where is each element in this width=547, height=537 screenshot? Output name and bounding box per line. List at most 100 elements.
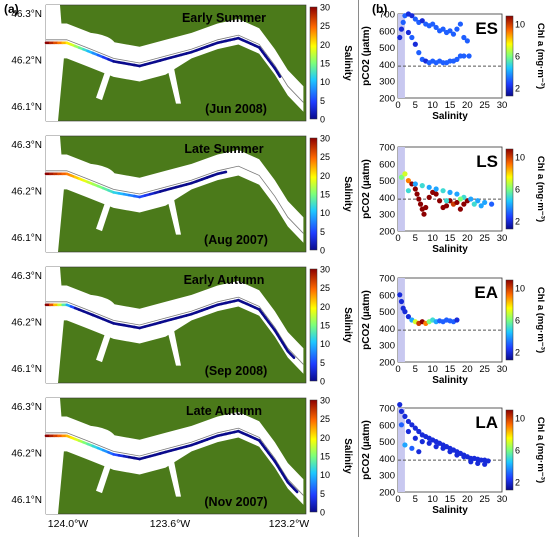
- chl-colorbar-tick: 10: [515, 20, 525, 30]
- salinity-colorbar: [309, 399, 318, 513]
- y-axis-label: pCO2 (µatm): [361, 26, 372, 86]
- map-panel: Early Autumn (Sep 2008) 46.3°N 46.2°N 46.1°N…: [11, 265, 353, 387]
- data-point: [489, 201, 495, 207]
- data-point: [454, 452, 460, 458]
- data-point: [475, 460, 481, 467]
- ship-channel: [46, 165, 304, 234]
- salinity-colorbar-tick: 25: [320, 283, 330, 293]
- data-point: [454, 56, 460, 62]
- chl-colorbar-label: Chl a (mg·m⁻³): [535, 417, 546, 483]
- data-point: [412, 435, 418, 441]
- data-point: [430, 21, 436, 27]
- estuary-bay: [56, 294, 116, 323]
- x-axis-label: Salinity: [432, 505, 468, 516]
- salinity-colorbar-tick: 0: [320, 115, 325, 125]
- data-point: [482, 199, 488, 206]
- data-point: [454, 317, 460, 323]
- map-latitude-tick: 46.1°N: [11, 233, 42, 244]
- x-tick-label: 10: [427, 364, 438, 375]
- map-season-title: Late Autumn: [186, 404, 262, 418]
- x-tick-label: 0: [395, 494, 400, 505]
- y-tick-label: 500: [379, 437, 395, 448]
- y-tick-label: 300: [379, 471, 395, 482]
- salinity-colorbar-tick: 15: [320, 190, 330, 200]
- data-point: [405, 428, 411, 435]
- data-point: [464, 38, 470, 44]
- salinity-colorbar-tick: 15: [320, 452, 330, 462]
- map-season-title: Early Autumn: [184, 273, 265, 287]
- data-point: [419, 183, 425, 189]
- map-latitude-tick: 46.2°N: [11, 56, 42, 67]
- maps-layer: Early Summer (Jun 2008) 46.3°N 46.2°N 46.1°N…: [11, 3, 353, 531]
- x-axis-label: Salinity: [432, 375, 468, 386]
- x-tick-label: 10: [427, 100, 438, 111]
- chl-colorbar-tick: 10: [515, 153, 525, 163]
- data-point: [461, 53, 467, 59]
- salinity-colorbar-tick: 5: [320, 96, 325, 106]
- salinity-colorbar-tick: 10: [320, 339, 330, 349]
- chl-colorbar-tick: 6: [515, 52, 520, 62]
- salinity-colorbar-tick: 5: [320, 227, 325, 237]
- y-tick-label: 500: [379, 176, 395, 187]
- x-tick-label: 30: [497, 364, 508, 375]
- chl-colorbar-tick: 10: [515, 414, 525, 424]
- salinity-colorbar-tick: 25: [320, 152, 330, 162]
- x-tick-label: 20: [462, 494, 473, 505]
- data-point: [457, 196, 463, 202]
- data-point: [419, 18, 425, 24]
- y-axis-label: pCO2 (µatm): [361, 159, 372, 219]
- tributary: [96, 461, 112, 494]
- data-point: [423, 204, 429, 211]
- data-point: [433, 24, 439, 31]
- x-tick-label: 0: [395, 364, 400, 375]
- chl-colorbar-label: Chl a (mg·m⁻³): [535, 156, 546, 222]
- data-point: [457, 206, 463, 212]
- salinity-colorbar-tick: 25: [320, 21, 330, 31]
- data-point: [412, 425, 418, 431]
- data-point: [409, 445, 415, 451]
- salinity-colorbar: [309, 6, 318, 120]
- salinity-colorbar-tick: 10: [320, 77, 330, 87]
- x-tick-label: 10: [427, 494, 438, 505]
- map-date-label: (Sep 2008): [205, 364, 268, 378]
- chl-colorbar-tick: 2: [515, 348, 520, 358]
- y-tick-label: 700: [379, 404, 395, 415]
- salinity-colorbar-tick: 25: [320, 414, 330, 424]
- y-tick-label: 700: [379, 274, 395, 285]
- data-point: [402, 442, 408, 448]
- data-point: [426, 194, 432, 200]
- tributary: [166, 456, 181, 497]
- salinity-colorbar-label: Salinity: [342, 45, 353, 81]
- tributary: [96, 199, 112, 232]
- salinity-colorbar-tick: 15: [320, 59, 330, 69]
- y-tick-label: 600: [379, 420, 395, 431]
- data-point: [398, 422, 405, 428]
- y-tick-label: 400: [379, 60, 395, 71]
- salinity-colorbar-tick: 30: [320, 134, 330, 144]
- chl-colorbar-tick: 6: [515, 446, 520, 456]
- map-latitude-tick: 46.3°N: [11, 9, 42, 20]
- x-tick-label: 15: [445, 233, 456, 244]
- chl-colorbar-label: Chl a (mg·m⁻³): [535, 287, 546, 353]
- data-point: [433, 444, 439, 450]
- data-point: [440, 26, 446, 32]
- data-point: [421, 211, 427, 217]
- ship-channel: [46, 427, 304, 496]
- data-point: [454, 26, 460, 32]
- map-latitude-tick: 46.2°N: [11, 449, 42, 460]
- map-panel: Late Autumn (Nov 2007) 46.3°N 46.2°N 46.1°N 3…: [11, 396, 353, 518]
- data-point: [443, 203, 450, 209]
- data-point: [419, 439, 425, 445]
- chl-colorbar-tick: 2: [515, 478, 520, 488]
- y-tick-label: 400: [379, 324, 395, 335]
- map-latitude-tick: 46.1°N: [11, 364, 42, 375]
- data-point: [398, 174, 405, 180]
- data-point: [402, 413, 408, 419]
- x-tick-label: 5: [413, 100, 418, 111]
- y-tick-label: 300: [379, 341, 395, 352]
- chl-colorbar-tick: 10: [515, 284, 525, 294]
- data-point: [409, 34, 415, 41]
- data-point: [412, 181, 418, 187]
- data-point: [482, 461, 488, 467]
- map-latitude-tick: 46.1°N: [11, 102, 42, 113]
